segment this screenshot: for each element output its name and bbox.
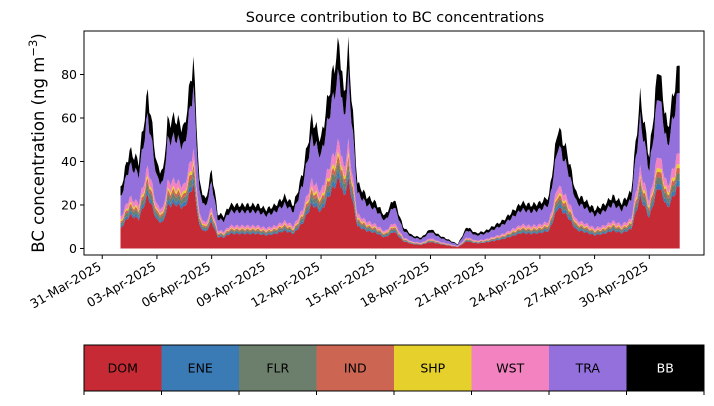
y-tick-label: 40 xyxy=(61,154,77,169)
legend-label: BB xyxy=(657,361,674,376)
legend-swatch-bb xyxy=(626,345,705,391)
y-axis-label-main: BC concentration (ng m xyxy=(29,57,48,253)
legend-label: DOM xyxy=(108,361,138,376)
legend-label: SHP xyxy=(420,361,445,376)
y-tick-label: 60 xyxy=(61,110,77,125)
chart-title: Source contribution to BC concentrations xyxy=(246,10,544,26)
legend-label: ENE xyxy=(188,361,213,376)
legend-label: IND xyxy=(344,361,367,376)
y-tick-label: 0 xyxy=(69,241,77,256)
legend-swatch-shp xyxy=(394,345,472,391)
area-dom xyxy=(120,176,680,249)
y-axis-label: BC concentration (ng m−3) xyxy=(26,33,48,252)
legend-swatch-tra xyxy=(549,345,627,391)
plot-frame xyxy=(83,30,705,256)
legend-swatch-dom xyxy=(84,345,162,391)
x-axis: 31-Mar-202503-Apr-202506-Apr-202509-Apr-… xyxy=(27,255,651,311)
y-tick-label: 20 xyxy=(61,197,77,212)
legend-label: FLR xyxy=(266,361,289,376)
y-axis-label-superscript: −3 xyxy=(26,40,40,57)
legend-swatch-flr xyxy=(239,345,317,391)
legend-label: TRA xyxy=(575,361,601,376)
legend-colorbar: DOM ENE FLR IND SHP WST TRA BB xyxy=(83,344,705,395)
y-tick-label: 80 xyxy=(61,67,77,82)
legend-swatch-wst xyxy=(471,345,550,391)
legend-label: WST xyxy=(496,361,524,376)
y-axis-label-close: ) xyxy=(29,33,48,39)
legend-swatch-ind xyxy=(316,345,395,391)
y-axis: 0 20 40 60 80 xyxy=(61,67,84,256)
legend-swatch-ene xyxy=(161,345,240,391)
stacked-areas xyxy=(120,36,680,249)
